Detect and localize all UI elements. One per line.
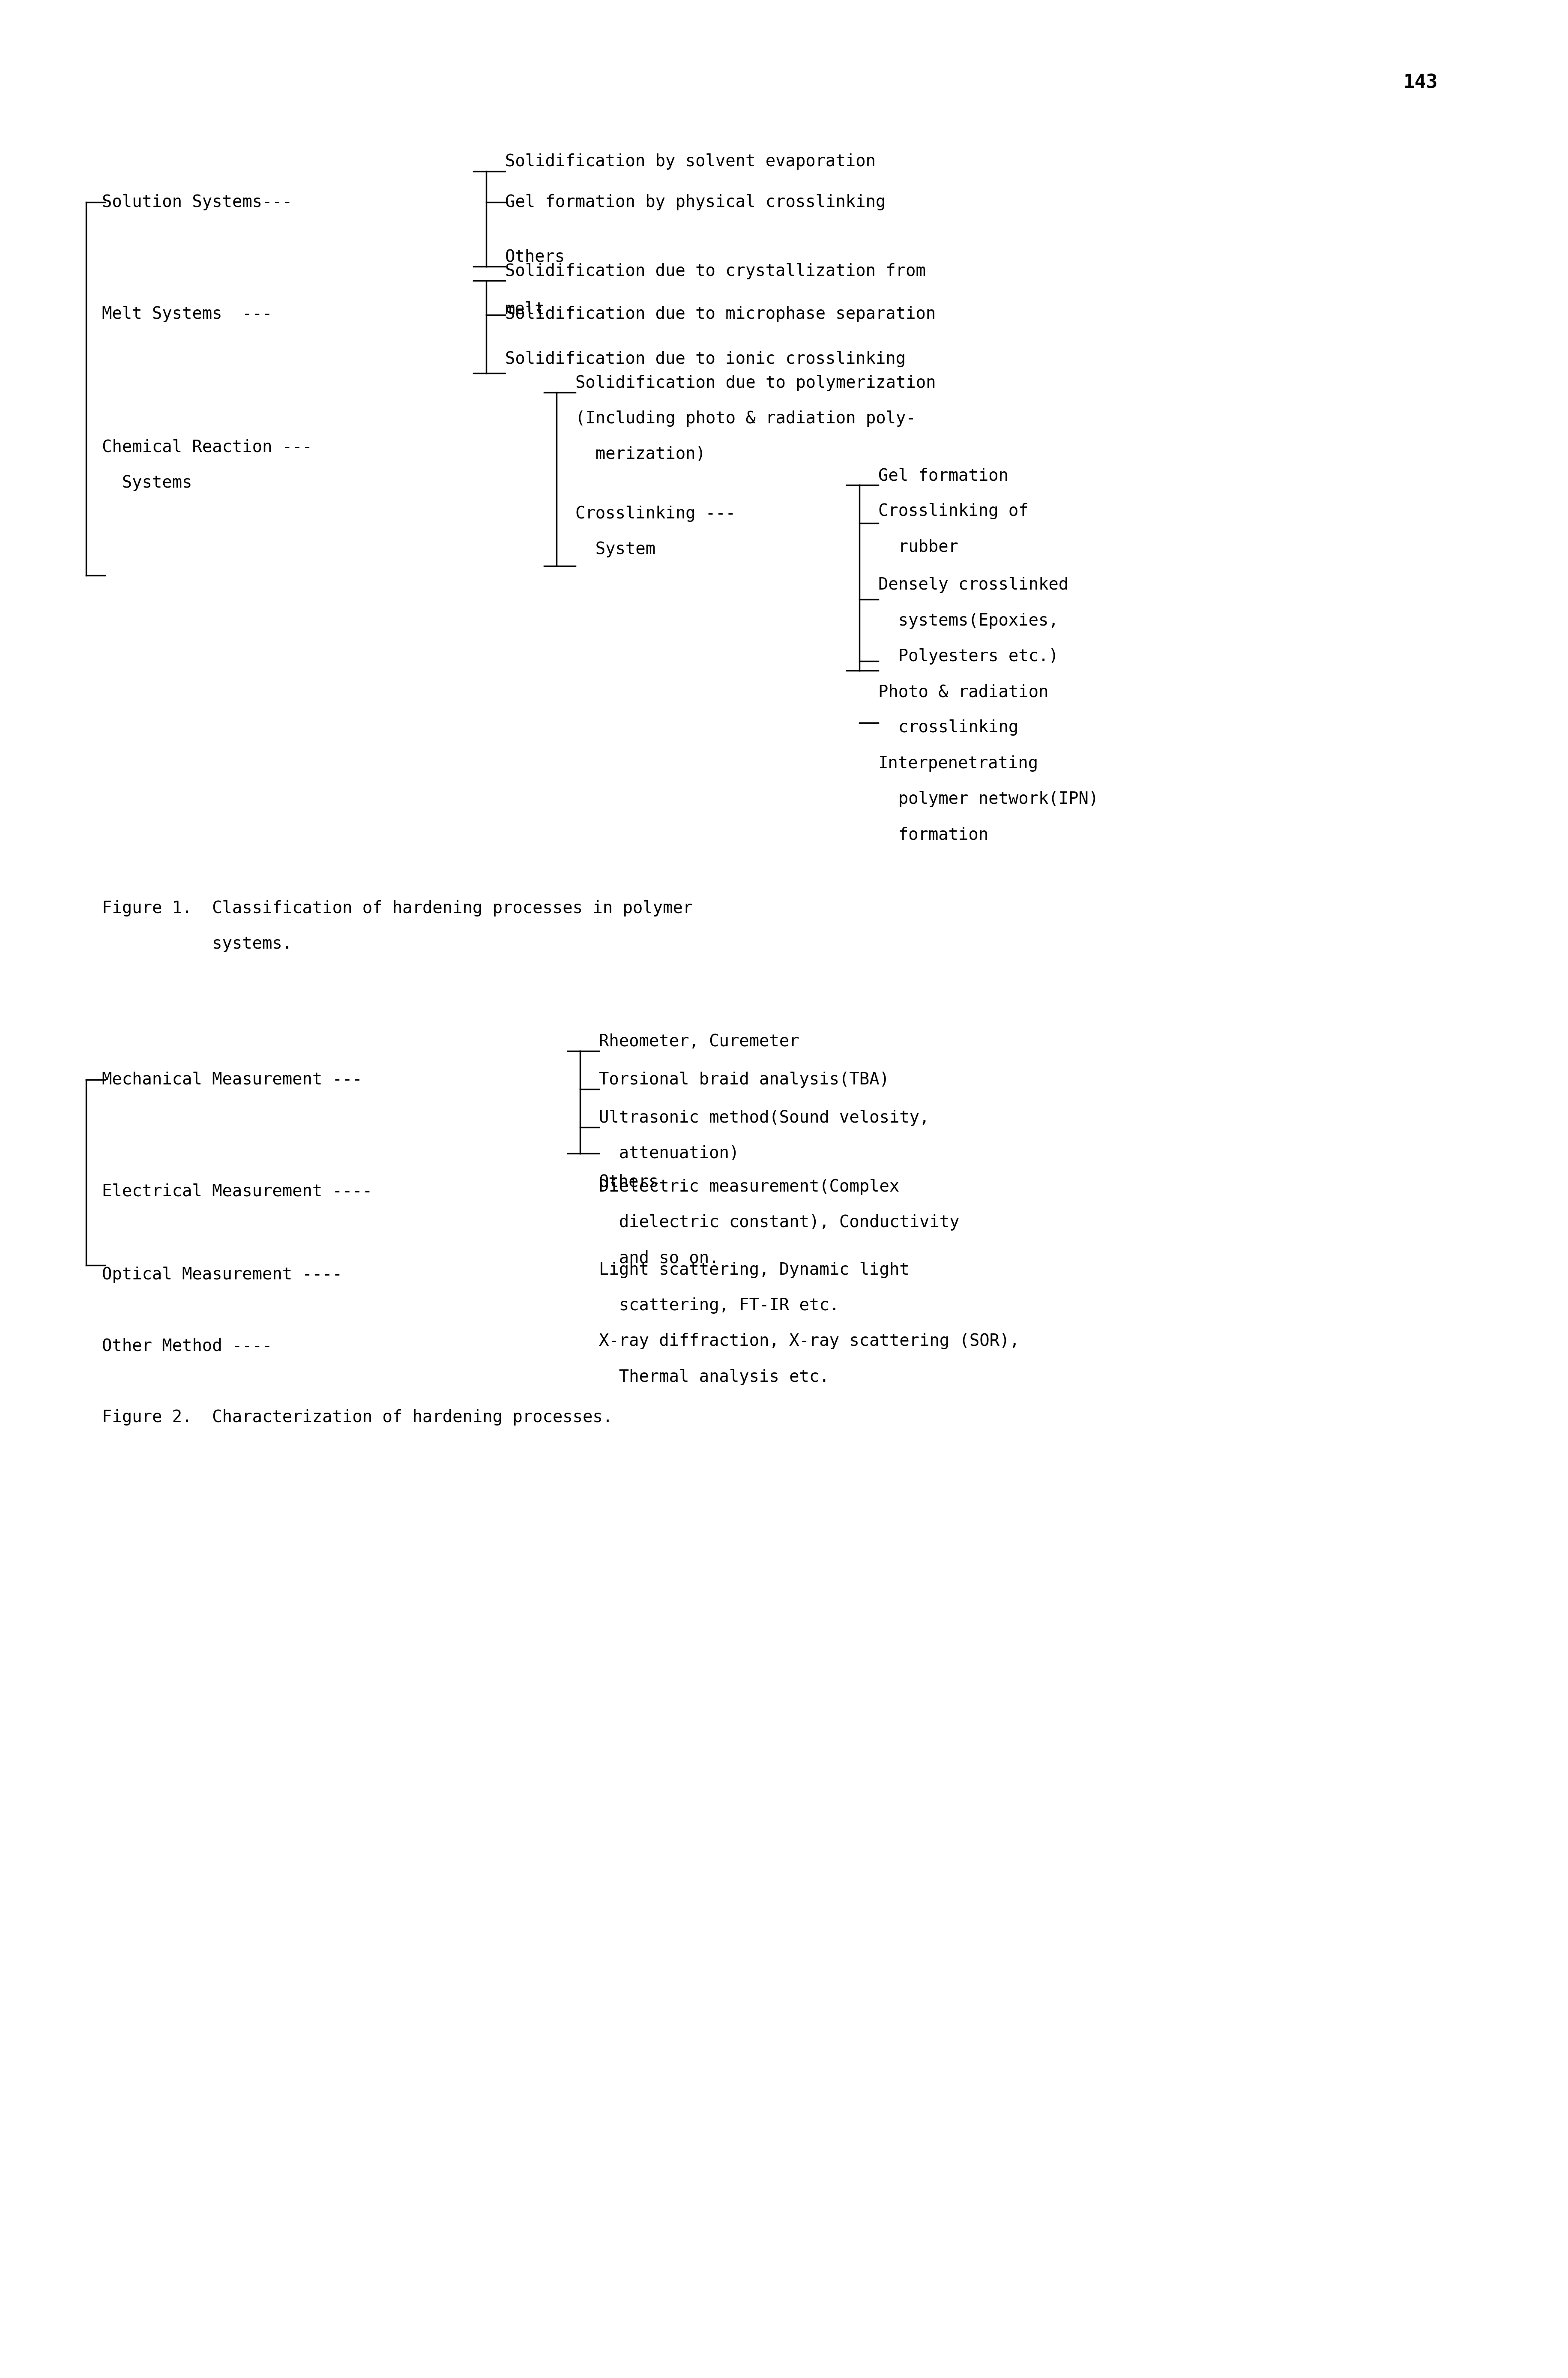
Text: and so on.: and so on.	[599, 1251, 720, 1265]
Text: melt: melt	[505, 302, 546, 316]
Text: Crosslinking ---: Crosslinking ---	[575, 507, 735, 521]
Text: Rheometer, Curemeter: Rheometer, Curemeter	[599, 1034, 800, 1049]
Text: Melt Systems  ---: Melt Systems ---	[102, 307, 273, 321]
Text: Solidification by solvent evaporation: Solidification by solvent evaporation	[505, 155, 875, 169]
Text: System: System	[575, 542, 655, 556]
Text: Chemical Reaction ---: Chemical Reaction ---	[102, 440, 312, 454]
Text: Densely crosslinked: Densely crosslinked	[878, 578, 1068, 592]
Text: Figure 1.  Classification of hardening processes in polymer: Figure 1. Classification of hardening pr…	[102, 901, 693, 916]
Text: Crosslinking of: Crosslinking of	[878, 504, 1029, 518]
Text: Solidification due to polymerization: Solidification due to polymerization	[575, 376, 936, 390]
Text: rubber: rubber	[878, 540, 958, 554]
Text: Light scattering, Dynamic light: Light scattering, Dynamic light	[599, 1263, 909, 1277]
Text: formation: formation	[878, 828, 988, 842]
Text: Other Method ----: Other Method ----	[102, 1339, 273, 1353]
Text: Electrical Measurement ----: Electrical Measurement ----	[102, 1184, 372, 1199]
Text: Mechanical Measurement ---: Mechanical Measurement ---	[102, 1072, 362, 1087]
Text: Solidification due to microphase separation: Solidification due to microphase separat…	[505, 307, 936, 321]
Text: 143: 143	[1403, 74, 1438, 93]
Text: Solidification due to crystallization from: Solidification due to crystallization fr…	[505, 264, 925, 278]
Text: Figure 2.  Characterization of hardening processes.: Figure 2. Characterization of hardening …	[102, 1410, 613, 1424]
Text: Systems: Systems	[102, 476, 191, 490]
Text: Interpenetrating: Interpenetrating	[878, 756, 1038, 770]
Text: polymer network(IPN): polymer network(IPN)	[878, 792, 1099, 806]
Text: Others: Others	[505, 250, 564, 264]
Text: (Including photo & radiation poly-: (Including photo & radiation poly-	[575, 411, 916, 426]
Text: Gel formation by physical crosslinking: Gel formation by physical crosslinking	[505, 195, 886, 209]
Text: Gel formation: Gel formation	[878, 468, 1008, 483]
Text: Thermal analysis etc.: Thermal analysis etc.	[599, 1370, 829, 1384]
Text: dielectric constant), Conductivity: dielectric constant), Conductivity	[599, 1215, 960, 1229]
Text: Torsional braid analysis(TBA): Torsional braid analysis(TBA)	[599, 1072, 889, 1087]
Text: Ultrasonic method(Sound velosity,: Ultrasonic method(Sound velosity,	[599, 1111, 930, 1125]
Text: Others: Others	[599, 1175, 659, 1189]
Text: Solidification due to ionic crosslinking: Solidification due to ionic crosslinking	[505, 352, 905, 366]
Text: Optical Measurement ----: Optical Measurement ----	[102, 1267, 342, 1282]
Text: systems.: systems.	[102, 937, 292, 951]
Text: Polyesters etc.): Polyesters etc.)	[878, 649, 1058, 663]
Text: Photo & radiation: Photo & radiation	[878, 685, 1049, 699]
Text: Solution Systems---: Solution Systems---	[102, 195, 292, 209]
Text: crosslinking: crosslinking	[878, 721, 1018, 735]
Text: Dielectric measurement(Complex: Dielectric measurement(Complex	[599, 1179, 900, 1194]
Text: merization): merization)	[575, 447, 706, 461]
Text: scattering, FT-IR etc.: scattering, FT-IR etc.	[599, 1298, 839, 1313]
Text: X-ray diffraction, X-ray scattering (SOR),: X-ray diffraction, X-ray scattering (SOR…	[599, 1334, 1019, 1348]
Text: attenuation): attenuation)	[599, 1146, 739, 1160]
Text: systems(Epoxies,: systems(Epoxies,	[878, 614, 1058, 628]
